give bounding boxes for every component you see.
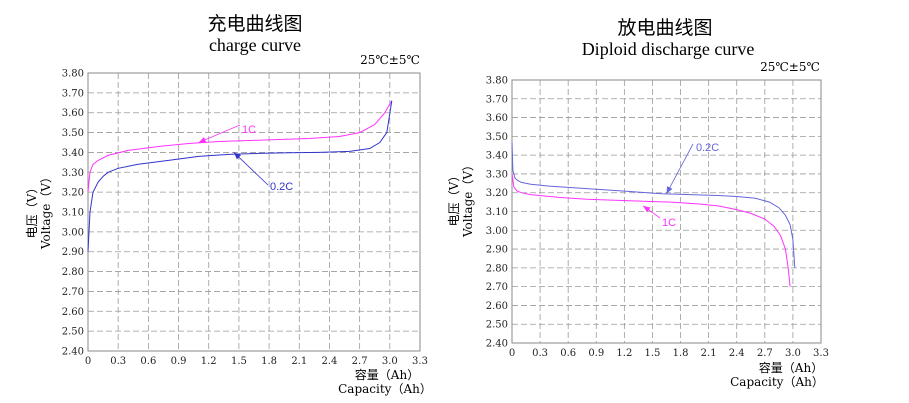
y-tick-label: 3.20 bbox=[486, 188, 508, 199]
y-tick-label: 2.80 bbox=[62, 267, 84, 278]
series-label: 0.2C bbox=[696, 142, 719, 154]
charge-chart-temperature-note: 25℃±5℃ bbox=[360, 53, 420, 67]
y-tick-label: 3.30 bbox=[62, 168, 84, 179]
x-tick-label: 1.8 bbox=[673, 348, 689, 359]
charge-chart-ylabel-en: Voltage（V） bbox=[39, 171, 53, 250]
x-tick-label: 3.3 bbox=[813, 348, 829, 359]
y-tick-label: 2.60 bbox=[486, 301, 508, 312]
charge-chart-xlabel-en: Capacity（Ah） bbox=[338, 382, 432, 396]
y-tick-label: 3.80 bbox=[486, 76, 508, 87]
y-tick-label: 3.20 bbox=[62, 188, 84, 199]
series-line-0_2C bbox=[87, 100, 393, 252]
x-tick-label: 3.0 bbox=[382, 356, 398, 367]
discharge-chart-axes: 0 0.3 0.6 0.9 1.2 1.5 1.8 2.1 2.4 2.7 3.0 3.3 2.40 2.… bbox=[486, 76, 829, 360]
y-tick-label: 3.60 bbox=[486, 113, 508, 124]
x-tick-label: 3.3 bbox=[412, 356, 428, 367]
discharge-chart-plot-area: 0.2C 1C bbox=[511, 141, 796, 287]
x-tick-label: 1.2 bbox=[616, 348, 632, 359]
discharge-chart-xlabel-en: Capacity（Ah） bbox=[730, 375, 824, 389]
x-tick-label: 2.4 bbox=[322, 356, 338, 367]
y-tick-label: 3.10 bbox=[486, 207, 508, 218]
discharge-chart-ylabel: 电压（V） bbox=[447, 170, 461, 227]
y-tick-label: 2.60 bbox=[62, 307, 84, 318]
y-tick-label: 3.60 bbox=[62, 108, 84, 119]
charge-chart-axes: 0 0.3 0.6 0.9 1.2 1.5 1.8 2.1 2.4 2.7 3.0 3.3 2.40 2.… bbox=[62, 69, 428, 368]
y-tick-label: 3.40 bbox=[486, 151, 508, 162]
x-tick-label: 0.6 bbox=[140, 356, 156, 367]
y-tick-label: 2.70 bbox=[486, 282, 508, 293]
y-tick-label: 3.70 bbox=[486, 94, 508, 105]
charge-chart-subtitle: charge curve bbox=[209, 35, 301, 55]
series-leader-line bbox=[198, 124, 241, 143]
discharge-chart-subtitle: Diploid discharge curve bbox=[582, 39, 755, 59]
x-tick-label: 2.1 bbox=[701, 348, 717, 359]
discharge-chart-temperature-note: 25℃±5℃ bbox=[760, 60, 820, 74]
discharge-chart-xlabel: 容量（Ah） bbox=[759, 360, 823, 375]
x-tick-label: 0.9 bbox=[588, 348, 604, 359]
y-tick-label: 3.40 bbox=[62, 148, 84, 159]
y-tick-label: 3.70 bbox=[62, 88, 84, 99]
charge-chart-ylabel: 电压（V） bbox=[25, 182, 39, 239]
x-tick-label: 1.5 bbox=[645, 348, 661, 359]
charge-chart-xlabel: 容量（Ah） bbox=[355, 367, 419, 382]
y-tick-label: 2.70 bbox=[62, 287, 84, 298]
series-leader-arrowhead bbox=[666, 186, 673, 194]
y-tick-label: 3.00 bbox=[486, 226, 508, 237]
discharge-chart-title: 放电曲线图 bbox=[617, 17, 712, 39]
discharge-chart-ylabel-en: Voltage（V） bbox=[461, 159, 475, 238]
y-tick-label: 2.40 bbox=[62, 347, 84, 358]
x-tick-label: 0 bbox=[85, 356, 91, 367]
y-tick-label: 2.90 bbox=[486, 245, 508, 256]
series-label: 1C bbox=[242, 124, 256, 136]
series-leader-line bbox=[233, 152, 269, 186]
series-leader-arrowhead bbox=[643, 205, 651, 213]
x-tick-label: 2.4 bbox=[729, 348, 745, 359]
y-tick-label: 2.90 bbox=[62, 247, 84, 258]
charge-chart-title: 充电曲线图 bbox=[207, 13, 302, 35]
series-leader-arrowhead bbox=[198, 137, 207, 143]
series-line-1C bbox=[87, 100, 393, 193]
discharge-chart: 放电曲线图 Diploid discharge curve 25℃±5℃ 0 0.… bbox=[447, 17, 829, 389]
y-tick-label: 2.50 bbox=[486, 320, 508, 331]
series-line-0_2C bbox=[511, 141, 796, 268]
y-tick-label: 3.30 bbox=[486, 169, 508, 180]
y-tick-label: 3.10 bbox=[62, 208, 84, 219]
x-tick-label: 2.7 bbox=[757, 348, 773, 359]
x-tick-label: 1.8 bbox=[261, 356, 277, 367]
charge-chart-plot-area: 1C 0.2C bbox=[87, 100, 393, 252]
series-line-1C bbox=[511, 173, 791, 287]
series-label: 0.2C bbox=[270, 181, 293, 193]
x-tick-label: 0.9 bbox=[171, 356, 187, 367]
y-tick-label: 3.00 bbox=[62, 227, 84, 238]
x-tick-label: 1.2 bbox=[201, 356, 217, 367]
y-tick-label: 3.50 bbox=[62, 128, 84, 139]
y-tick-label: 2.40 bbox=[486, 339, 508, 350]
y-tick-label: 3.80 bbox=[62, 69, 84, 80]
x-tick-label: 0 bbox=[509, 348, 515, 359]
x-tick-label: 0.6 bbox=[560, 348, 576, 359]
series-leader-line bbox=[666, 143, 694, 194]
charge-chart: 充电曲线图 charge curve 25℃±5℃ 0 0.3 0.6 0.9 1.2 1… bbox=[25, 13, 432, 396]
x-tick-label: 3.0 bbox=[785, 348, 801, 359]
series-leader-arrowhead bbox=[233, 152, 242, 160]
x-tick-label: 2.7 bbox=[352, 356, 368, 367]
y-tick-label: 2.80 bbox=[486, 263, 508, 274]
x-tick-label: 2.1 bbox=[291, 356, 307, 367]
y-tick-label: 2.50 bbox=[62, 327, 84, 338]
y-tick-label: 3.50 bbox=[486, 132, 508, 143]
x-tick-label: 0.3 bbox=[110, 356, 126, 367]
x-tick-label: 0.3 bbox=[532, 348, 548, 359]
x-tick-label: 1.5 bbox=[231, 356, 247, 367]
series-label: 1C bbox=[662, 217, 676, 229]
